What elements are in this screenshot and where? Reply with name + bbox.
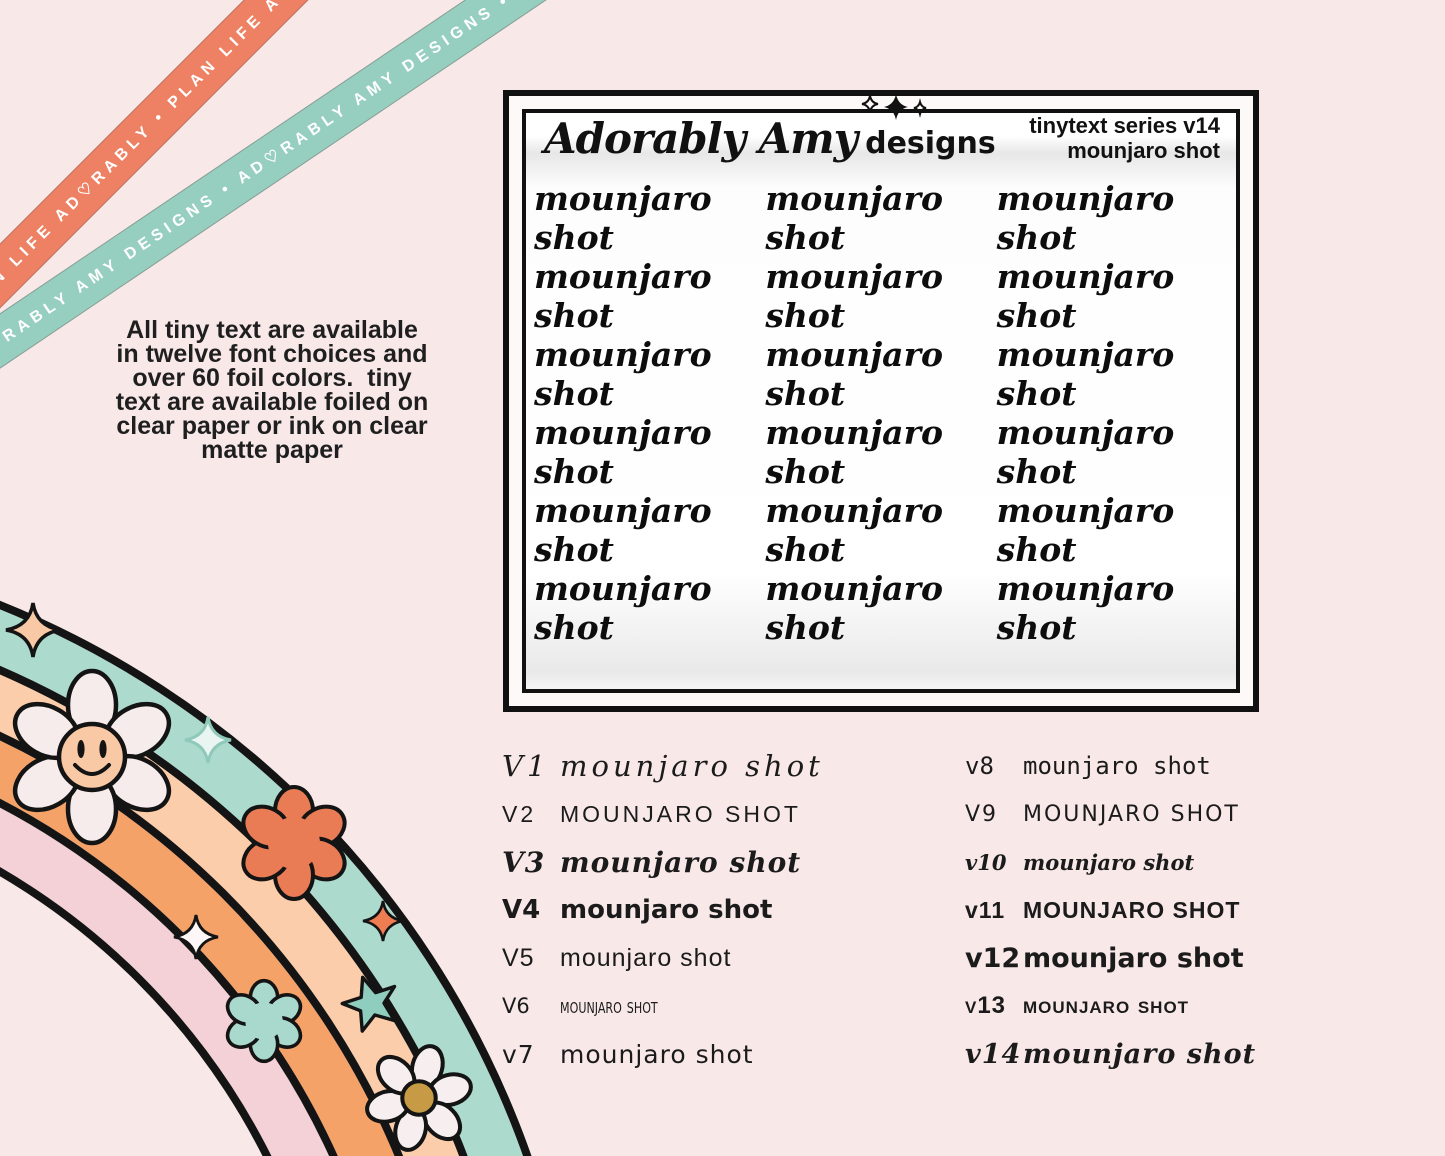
version-row-v4: V4 mounjaro shot — [502, 886, 932, 934]
sticker-text: mounjaro shot — [534, 569, 712, 647]
version-label: v14 — [965, 1038, 1022, 1070]
series-line2: mounjaro shot — [1067, 138, 1220, 163]
version-row-v11: v11 MOUNJARO SHOT — [965, 886, 1415, 934]
sticker-text: mounjaro shot — [765, 257, 943, 335]
version-sample-text: MOUNJARO SHOT — [1023, 896, 1241, 923]
version-sample-text: MOUNJARO SHOT — [560, 800, 801, 827]
version-sample-text: mounjaro shot — [1023, 1038, 1257, 1070]
version-label: v7 — [502, 1039, 535, 1069]
version-label: V6 — [502, 994, 530, 1018]
version-row-v3: V3 mounjaro shot — [502, 838, 932, 886]
brand-logo: Adorably Amy designs — [544, 94, 996, 163]
version-sample-text: mounjaro shot — [1023, 942, 1244, 974]
sticker-text: mounjaro shot — [765, 491, 943, 569]
sticker-text: mounjaro shot — [996, 413, 1175, 491]
version-label: v8 — [965, 752, 994, 780]
version-row-v7: v7 mounjaro shot — [502, 1030, 932, 1078]
series-title: tinytext series v14 mounjaro shot — [1029, 113, 1220, 163]
version-label: v11 — [965, 896, 1006, 923]
daisy-gold-center — [400, 1079, 438, 1117]
teal-star-icon — [340, 975, 397, 1033]
smiley-eye — [77, 740, 85, 758]
version-label: V3 — [502, 845, 546, 879]
version-sample-text: mounjaro shot — [1023, 849, 1195, 875]
version-label: V2 — [502, 800, 537, 827]
info-line: text are available foiled on — [115, 388, 429, 416]
coral-sparkle-icon — [362, 900, 404, 942]
version-row-v8: v8 mounjaro shot — [965, 742, 1415, 790]
sticker-text: mounjaro shot — [996, 569, 1175, 647]
white-sparkle-icon — [173, 914, 219, 960]
sticker-text: mounjaro shot — [534, 335, 712, 413]
product-info-text: All tiny text are available in twelve fo… — [62, 316, 482, 464]
smiley-daisy-flower — [12, 668, 172, 846]
sticker-text: mounjaro shot — [534, 413, 712, 491]
version-label: v13 — [965, 992, 1007, 1019]
sticker-grid: mounjaro shot mounjaro shot mounjaro shot m… — [526, 169, 1236, 705]
brand-logo-suffix: designs — [865, 126, 996, 161]
sticker-text: mounjaro shot — [996, 179, 1175, 257]
info-line: clear paper or ink on clear — [116, 412, 428, 440]
info-line: All tiny text are available — [126, 316, 418, 344]
version-sample-text: MOUNJARO SHOT — [1023, 801, 1240, 827]
sticker-text: mounjaro shot — [996, 257, 1175, 335]
version-sample-text: mounjaro shot — [560, 749, 824, 783]
gold-center-daisy — [365, 1044, 473, 1152]
coral-flower — [241, 785, 347, 901]
version-row-v13: v13 mounjaro shot — [965, 982, 1415, 1030]
version-sample-text: mounjaro shot — [560, 895, 773, 925]
version-label: v10 — [965, 849, 1007, 875]
peach-sparkle-icon — [5, 602, 61, 658]
version-sample-text: mounjaro shot — [560, 943, 732, 972]
sheet-header: Adorably Amy designs tinytext series v14… — [526, 94, 1236, 169]
sticker-sheet: Adorably Amy designs tinytext series v14… — [522, 94, 1240, 693]
version-list-left: V1 mounjaro shot V2 MOUNJARO SHOT V3 mounjaro… — [502, 742, 932, 1078]
rainbow-illustration — [0, 600, 532, 1156]
version-row-v12: v12 mounjaro shot — [965, 934, 1415, 982]
teal-flower — [225, 978, 303, 1064]
version-row-v6: V6 mounjaro shot — [502, 982, 932, 1030]
version-row-v10: v10 mounjaro shot — [965, 838, 1415, 886]
info-line: over 60 foil colors. tiny — [132, 364, 412, 392]
smiley-face — [56, 721, 128, 793]
version-label: V1 — [502, 749, 550, 783]
series-line1: tinytext series v14 — [1029, 113, 1220, 138]
version-label: v12 — [965, 942, 1021, 974]
sticker-text: mounjaro shot — [765, 179, 943, 257]
version-row-v1: V1 mounjaro shot — [502, 742, 932, 790]
version-sample-text: mounjaro shot — [560, 845, 802, 879]
sticker-text: mounjaro shot — [765, 413, 943, 491]
smiley-eye — [99, 740, 107, 758]
version-sample-text: mounjaro shot — [560, 994, 658, 1018]
version-sample-text: mounjaro shot — [1023, 992, 1190, 1019]
version-row-v14: v14 mounjaro shot — [965, 1030, 1415, 1078]
sticker-text: mounjaro shot — [996, 335, 1175, 413]
sticker-text: mounjaro shot — [534, 491, 712, 569]
version-sample-text: mounjaro shot — [1023, 752, 1211, 780]
version-label: V5 — [502, 943, 535, 972]
brand-logo-script: Adorably Amy — [544, 114, 858, 163]
sticker-text: mounjaro shot — [534, 257, 712, 335]
version-label: V4 — [502, 895, 541, 925]
version-row-v9: V9 MOUNJARO SHOT — [965, 790, 1415, 838]
sticker-text: mounjaro shot — [765, 335, 943, 413]
version-label: V9 — [965, 801, 999, 827]
version-sample-text: mounjaro shot — [560, 1039, 754, 1069]
sticker-text: mounjaro shot — [996, 491, 1175, 569]
version-list-right: v8 mounjaro shot V9 MOUNJARO SHOT v10 mounjar… — [965, 742, 1415, 1078]
teal-sparkle-icon — [184, 716, 232, 764]
version-row-v2: V2 MOUNJARO SHOT — [502, 790, 932, 838]
info-line: in twelve font choices and — [116, 340, 428, 368]
sticker-sheet-frame: Adorably Amy designs tinytext series v14… — [503, 90, 1259, 712]
version-row-v5: V5 mounjaro shot — [502, 934, 932, 982]
sticker-text: mounjaro shot — [534, 179, 712, 257]
info-line: matte paper — [201, 436, 343, 464]
sticker-text: mounjaro shot — [765, 569, 943, 647]
smiley-mouth — [73, 763, 111, 776]
sparkles-icon — [861, 94, 927, 120]
